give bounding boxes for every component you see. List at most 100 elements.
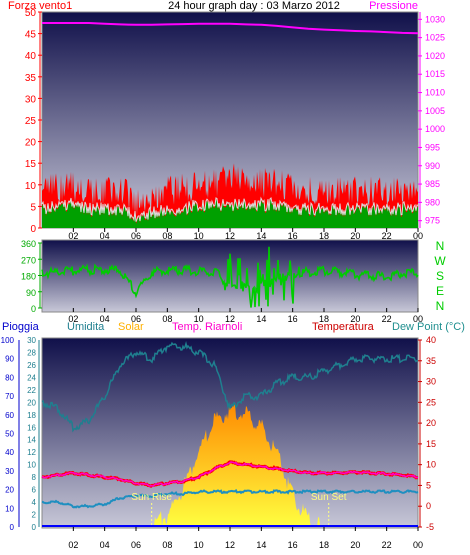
humidity-axis-tick-label: 18 bbox=[27, 411, 36, 420]
humidity-axis-tick-label: 24 bbox=[27, 373, 36, 382]
sun-marker-label: Sun Set bbox=[311, 492, 347, 503]
compass-label: N bbox=[436, 299, 445, 313]
rain-axis-tick-label: 80 bbox=[5, 373, 14, 382]
wind-axis-tick-label: 40 bbox=[25, 51, 37, 62]
humidity-line bbox=[41, 341, 419, 433]
rain-axis-tick-label: 70 bbox=[5, 392, 14, 401]
x-axis-tick-label: 02 bbox=[68, 231, 78, 241]
humidity-axis-tick-label: 16 bbox=[27, 423, 36, 432]
x-axis-tick-label: 10 bbox=[194, 540, 204, 550]
rain-axis-tick-label: 90 bbox=[5, 355, 14, 364]
header-left-label: Forza vento1 bbox=[8, 0, 72, 12]
x-axis-tick-label: 18 bbox=[319, 314, 329, 324]
x-axis-tick-label: 12 bbox=[225, 540, 235, 550]
humidity-axis-tick-label: 26 bbox=[27, 361, 36, 370]
temperature-axis-tick-label: 35 bbox=[426, 356, 436, 366]
pressure-axis-tick-label: 1005 bbox=[425, 106, 445, 116]
x-axis-tick-label: 06 bbox=[131, 314, 141, 324]
humidity-axis-tick-label: 10 bbox=[27, 461, 36, 470]
x-axis-tick-label: 18 bbox=[319, 540, 329, 550]
pressure-axis-tick-label: 1015 bbox=[425, 69, 445, 79]
rain-axis-tick-label: 60 bbox=[5, 411, 14, 420]
pressure-axis-tick-label: 1020 bbox=[425, 51, 445, 61]
direction-axis-tick-label: 360 bbox=[21, 239, 36, 249]
rain-axis-tick-label: 50 bbox=[5, 430, 14, 439]
x-axis-tick-label: 22 bbox=[382, 540, 392, 550]
x-axis-tick-label: 12 bbox=[225, 231, 235, 241]
x-axis-tick-label: 08 bbox=[162, 540, 172, 550]
x-axis-tick-label: 08 bbox=[162, 314, 172, 324]
pressure-axis-tick-label: 1025 bbox=[425, 33, 445, 43]
temperature-axis-tick-label: 15 bbox=[426, 439, 436, 449]
temperature-axis-tick-label: -5 bbox=[426, 522, 434, 532]
legend-umidita: Umidita bbox=[67, 321, 105, 333]
humidity-axis-tick-label: 20 bbox=[27, 398, 36, 407]
x-axis-tick-label: 20 bbox=[350, 314, 360, 324]
temperature-axis-tick-label: 20 bbox=[426, 418, 436, 428]
humidity-axis-tick-label: 0 bbox=[32, 523, 37, 532]
rain-axis-tick-label: 20 bbox=[5, 486, 14, 495]
temperature-axis-tick-label: 5 bbox=[426, 480, 431, 490]
rain-axis-tick-label: 10 bbox=[5, 504, 14, 513]
temp-riarnoli-line bbox=[41, 461, 419, 487]
wind-pressure-plot bbox=[41, 22, 419, 228]
humidity-axis-tick-label: 2 bbox=[32, 511, 37, 520]
pressure-axis-tick-label: 1030 bbox=[425, 14, 445, 24]
x-axis-tick-label: 04 bbox=[100, 314, 110, 324]
wind-axis-tick-label: 10 bbox=[25, 181, 37, 192]
wind-axis-tick-label: 0 bbox=[30, 224, 36, 235]
header-right-label: Pressione bbox=[369, 0, 418, 12]
wind-average-line bbox=[41, 196, 419, 222]
x-axis-tick-label: 20 bbox=[350, 540, 360, 550]
temperature-axis-tick-label: 30 bbox=[426, 377, 436, 387]
legend-temp-riarnoli: Temp. Riarnoli bbox=[172, 321, 242, 333]
x-axis-tick-label: 02 bbox=[68, 540, 78, 550]
rain-axis-tick-label: 30 bbox=[5, 467, 14, 476]
x-axis-tick-label: 12 bbox=[225, 314, 235, 324]
humidity-axis-tick-label: 6 bbox=[32, 486, 37, 495]
compass-label: N bbox=[436, 239, 445, 253]
pressure-axis-tick-label: 1010 bbox=[425, 88, 445, 98]
dew-point-line bbox=[41, 488, 419, 509]
legend-temperatura: Temperatura bbox=[312, 321, 375, 333]
x-axis-tick-label: 04 bbox=[100, 231, 110, 241]
temperature-axis-tick-label: 10 bbox=[426, 460, 436, 470]
humidity-axis-tick-label: 12 bbox=[27, 448, 36, 457]
x-axis-tick-label: 20 bbox=[350, 231, 360, 241]
x-axis-tick-label: 10 bbox=[194, 314, 204, 324]
temperature-plot: Sun Rise Sun Set bbox=[41, 341, 419, 527]
humidity-axis-tick-label: 30 bbox=[27, 336, 36, 345]
compass-label: S bbox=[436, 269, 444, 283]
x-axis-tick-label: 14 bbox=[256, 314, 266, 324]
humidity-axis-tick-label: 28 bbox=[27, 348, 36, 357]
x-axis-tick-label: 14 bbox=[256, 231, 266, 241]
legend-pioggia: Pioggia bbox=[2, 321, 40, 333]
direction-axis-tick-label: 0 bbox=[31, 304, 36, 314]
rain-axis-tick-label: 0 bbox=[10, 523, 15, 532]
wind-axis-tick-label: 15 bbox=[25, 159, 37, 170]
x-axis-tick-label: 00 bbox=[413, 314, 423, 324]
legend-dew-point: Dew Point (°C) bbox=[392, 321, 465, 333]
x-axis-tick-label: 06 bbox=[131, 540, 141, 550]
x-axis-tick-label: 16 bbox=[288, 540, 298, 550]
temperature-axis-tick-label: 25 bbox=[426, 397, 436, 407]
solar-area bbox=[42, 403, 418, 527]
wind-axis-tick-label: 50 bbox=[25, 8, 37, 19]
x-axis-tick-label: 00 bbox=[413, 231, 423, 241]
sun-marker-label: Sun Rise bbox=[131, 492, 172, 503]
x-axis-tick-label: 22 bbox=[382, 231, 392, 241]
x-axis-tick-label: 08 bbox=[162, 231, 172, 241]
pressure-axis-tick-label: 975 bbox=[425, 216, 440, 226]
x-axis-tick-label: 04 bbox=[100, 540, 110, 550]
humidity-axis-tick-label: 4 bbox=[32, 498, 37, 507]
compass-label: E bbox=[436, 284, 444, 298]
temperature-axis-tick-label: 40 bbox=[426, 335, 436, 345]
x-axis-tick-label: 18 bbox=[319, 231, 329, 241]
wind-axis-tick-label: 45 bbox=[25, 30, 37, 41]
pressure-axis-tick-label: 985 bbox=[425, 179, 440, 189]
legend-solar: Solar bbox=[118, 321, 144, 333]
wind-direction-plot bbox=[41, 246, 419, 308]
wind-axis-tick-label: 30 bbox=[25, 94, 37, 105]
